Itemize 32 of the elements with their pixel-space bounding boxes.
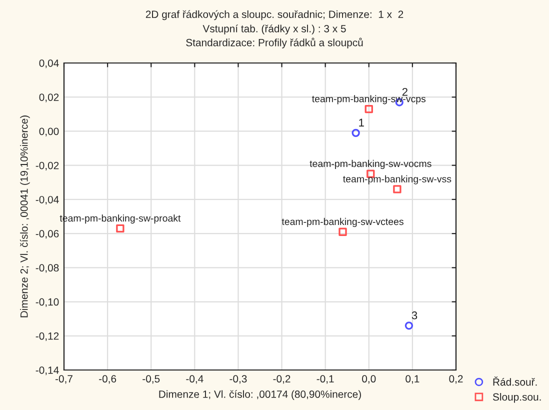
y-tick-label: -0,10 <box>36 298 59 307</box>
y-tick-label: -0,12 <box>36 332 59 341</box>
x-tick-label: -0,3 <box>230 375 247 384</box>
x-tick-label: -0,2 <box>273 375 290 384</box>
chart-subtitle: Vstupní tab. (řádky x sl.) : 3 x 5 Standardizace: Profily řádků a sloupců <box>186 24 363 48</box>
x-tick-label: -0,5 <box>142 375 160 384</box>
x-tick-label: -0,7 <box>55 375 72 384</box>
y-tick-label: 0,00 <box>39 128 59 136</box>
annotation: team-pm-banking-sw-vss <box>343 175 452 184</box>
x-tick-label: -0,1 <box>316 375 334 384</box>
annotation: 1 <box>359 118 364 126</box>
x-axis-title: Dimenze 1; Vl. číslo: ,00174 (80,90%inerce) <box>159 390 361 400</box>
x-tick-label: -0,4 <box>186 375 204 384</box>
x-tick-label: 0,1 <box>406 375 420 384</box>
y-tick-label: 0,02 <box>39 94 59 102</box>
x-tick-label: 0,0 <box>362 375 376 384</box>
legend-label: Sloup.sou. <box>492 393 541 403</box>
y-tick-label: -0,02 <box>36 162 59 170</box>
chart-title: 2D graf řádkových a sloupc. souřadnic; Dimenze: 1 x 2 <box>146 10 404 20</box>
y-tick-label: -0,06 <box>36 230 59 239</box>
annotation: 3 <box>412 311 418 320</box>
y-tick-label: -0,08 <box>36 264 59 273</box>
x-tick-label: 0,2 <box>449 375 463 384</box>
annotation: team-pm-banking-sw-vocms <box>310 160 432 169</box>
y-tick-label: 0,04 <box>39 60 59 68</box>
annotation: 2 <box>402 88 408 96</box>
y-tick-label: -0,04 <box>36 196 59 205</box>
y-tick-label: -0,14 <box>36 366 59 376</box>
x-tick-label: -0,6 <box>99 375 116 384</box>
legend-label: Řád.souř. <box>493 376 537 386</box>
y-axis-title: Dimenze 2; Vl. číslo: ,00041 (19,10%inerce) <box>20 116 30 318</box>
annotation: team-pm-banking-sw-vctees <box>282 218 404 227</box>
